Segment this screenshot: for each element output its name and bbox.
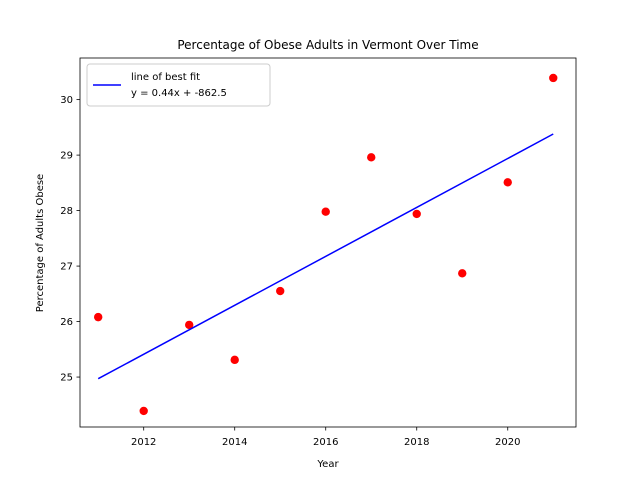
data-point [367, 153, 376, 162]
data-point [139, 406, 148, 416]
x-tick-label: 2016 [313, 437, 338, 448]
plot-frame [79, 57, 577, 428]
x-axis-label: Year [316, 459, 339, 470]
legend: line of best fit y = 0.44x + -862.5 [86, 63, 271, 107]
legend-equation: y = 0.44x + -862.5 [131, 88, 227, 99]
data-point [94, 312, 103, 322]
best-fit-line [97, 133, 554, 380]
x-tick-label: 2018 [404, 437, 429, 448]
data-point [412, 209, 421, 219]
data-point [458, 269, 467, 278]
data-point [230, 355, 239, 365]
x-tick-label: 2012 [131, 437, 156, 448]
y-tick-label: 30 [60, 95, 73, 106]
y-tick-label: 25 [60, 373, 73, 384]
plot-area: 2012 2014 2016 2018 2020 25 26 27 28 29 30 [60, 57, 577, 448]
legend-box [86, 63, 271, 107]
x-tick-label: 2020 [495, 437, 520, 448]
data-point [549, 73, 558, 83]
data-point [503, 178, 512, 187]
chart-title: Percentage of Obese Adults in Vermont Ov… [177, 38, 478, 52]
x-tick-label: 2014 [222, 437, 247, 448]
y-axis-label: Percentage of Adults Obese [35, 174, 46, 312]
y-tick-label: 26 [60, 317, 73, 328]
y-tick-label: 27 [60, 262, 73, 273]
data-point [185, 320, 194, 330]
y-tick-label: 28 [60, 206, 73, 217]
data-point [276, 286, 285, 296]
y-tick-label: 29 [60, 151, 73, 162]
legend-label: line of best fit [131, 72, 200, 83]
data-point [321, 207, 330, 216]
